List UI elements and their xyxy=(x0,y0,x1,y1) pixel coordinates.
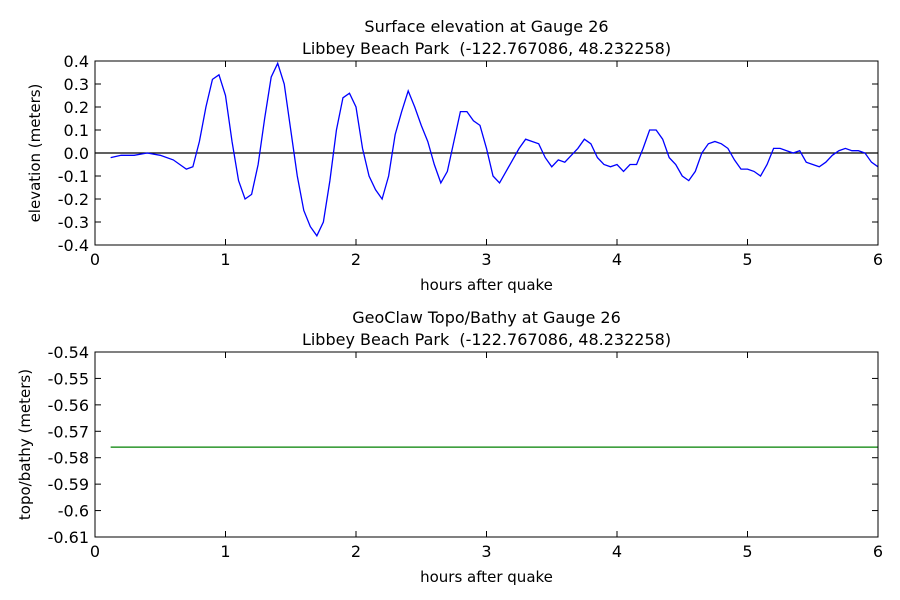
y-tick-label: 0.2 xyxy=(64,98,89,117)
y-tick-label: -0.56 xyxy=(48,396,89,415)
x-tick-label: 3 xyxy=(481,250,491,269)
x-tick-label: 6 xyxy=(873,250,883,269)
x-tick-label: 4 xyxy=(612,250,622,269)
y-tick-label: -0.57 xyxy=(48,422,89,441)
y-tick-label: -0.58 xyxy=(48,449,89,468)
x-tick-label: 5 xyxy=(742,250,752,269)
y-tick-label: -0.55 xyxy=(48,369,89,388)
y-tick-label: -0.61 xyxy=(48,528,89,547)
y-tick-label: -0.6 xyxy=(58,502,89,521)
x-tick-label: 4 xyxy=(612,542,622,561)
x-tick-label: 3 xyxy=(481,542,491,561)
x-tick-label: 0 xyxy=(90,250,100,269)
y-tick-label: -0.59 xyxy=(48,475,89,494)
x-tick-label: 1 xyxy=(220,250,230,269)
chart-subtitle: Libbey Beach Park (-122.767086, 48.23225… xyxy=(302,330,671,349)
axes-frame xyxy=(94,60,879,246)
x-tick-label: 1 xyxy=(220,542,230,561)
y-tick-label: -0.3 xyxy=(58,213,89,232)
data-line xyxy=(110,61,879,238)
y-axis-label: topo/bathy (meters) xyxy=(16,369,34,520)
x-tick-label: 2 xyxy=(351,250,361,269)
y-tick-label: -0.4 xyxy=(58,236,89,255)
x-axis-label: hours after quake xyxy=(420,568,553,586)
chart-title: Surface elevation at Gauge 26 xyxy=(364,17,608,36)
x-tick-label: 0 xyxy=(90,542,100,561)
y-tick-label: 0.0 xyxy=(64,144,89,163)
x-tick-label: 6 xyxy=(873,542,883,561)
x-axis-label: hours after quake xyxy=(420,276,553,294)
y-axis-label: elevation (meters) xyxy=(26,84,44,223)
y-tick-label: -0.1 xyxy=(58,167,89,186)
y-tick-label: 0.1 xyxy=(64,121,89,140)
chart-title: GeoClaw Topo/Bathy at Gauge 26 xyxy=(352,308,621,327)
chart-subtitle: Libbey Beach Park (-122.767086, 48.23225… xyxy=(302,39,671,58)
y-tick-label: 0.3 xyxy=(64,75,89,94)
axes-frame xyxy=(94,351,879,538)
y-tick-label: -0.54 xyxy=(48,343,89,362)
x-tick-label: 2 xyxy=(351,542,361,561)
y-tick-label: 0.4 xyxy=(64,52,89,71)
x-tick-label: 5 xyxy=(742,542,752,561)
y-tick-label: -0.2 xyxy=(58,190,89,209)
